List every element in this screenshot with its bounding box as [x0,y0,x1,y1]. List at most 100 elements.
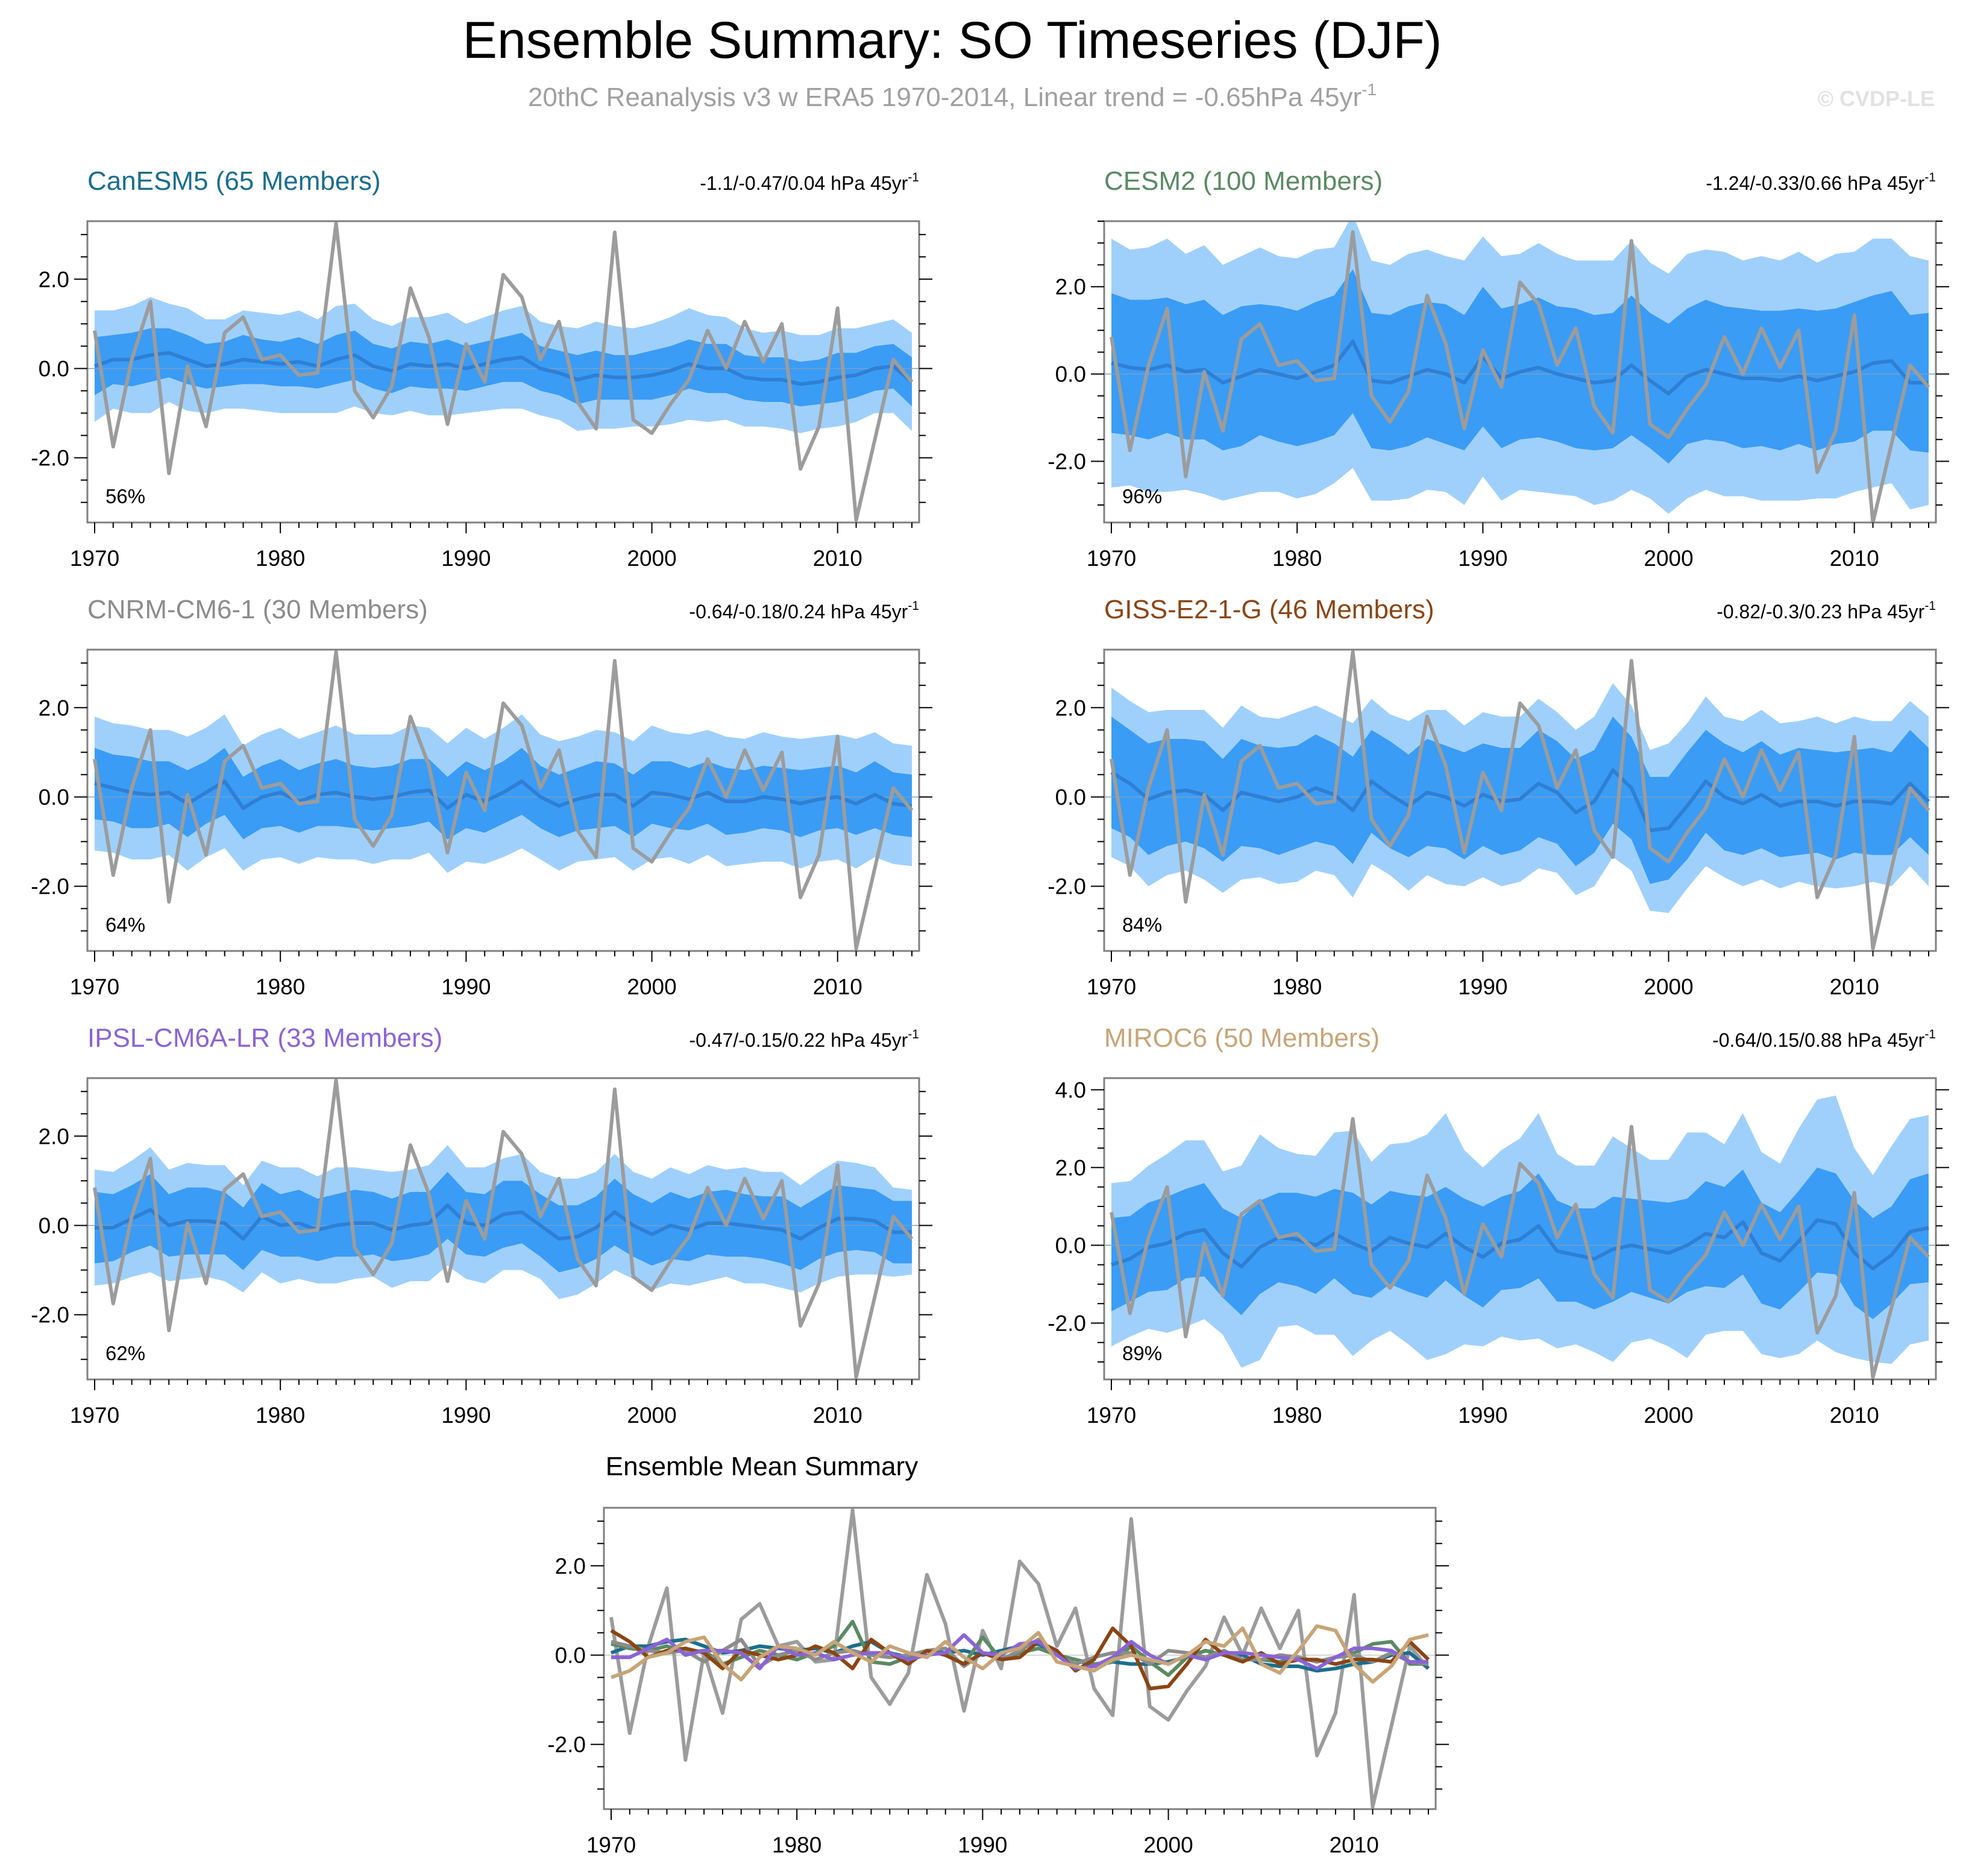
panel-trend-superscript: -1 [908,1027,919,1041]
x-tick-label: 1990 [441,974,491,999]
panel-member-count: (30 Members) [263,595,428,624]
y-tick-label: 2.0 [39,695,69,720]
plot-area [1104,221,1936,522]
y-tick-label: 2.0 [1055,695,1086,720]
plot-area [87,650,919,951]
summary-panel: Ensemble Mean Summary 1970 1980 1990 2000 20… [547,1452,1449,1857]
observation-line [93,1078,914,1379]
observation-line [93,650,914,951]
figure-title: Ensemble Summary: SO Timeseries (DJF) [463,11,1442,69]
panel-member-count: (65 Members) [216,166,381,196]
x-tick-label: 2010 [1830,546,1879,571]
panel-member-count: (100 Members) [1203,166,1383,196]
panels-layer: 1970 1980 1990 2000 2010 2.0 0.0 -2.0 CanESM5 (6… [31,166,1949,1428]
x-tick-label: 1990 [958,1833,1007,1857]
x-tick-label: 2000 [627,546,676,571]
panel-trend-text: -0.64/-0.18/0.24 hPa 45yr [689,601,908,623]
panel-percentile: 84% [1122,914,1162,936]
summary-title: Ensemble Mean Summary [606,1452,918,1481]
panel-percentile: 62% [105,1342,145,1364]
panel-trend-superscript: -1 [1924,599,1936,613]
spread-inner-band [95,1172,912,1273]
y-tick-label: -2.0 [1047,450,1086,474]
x-tick-label: 2000 [1644,1403,1693,1428]
plot-area [87,221,919,522]
plot-area [1104,1096,1936,1379]
spread-inner-band [1111,1167,1929,1319]
panel-title: CESM2 (100 Members) [1104,166,1383,196]
ensemble-mean-line [1110,768,1930,832]
ensemble-mean-line [95,1203,912,1241]
y-tick-label: 0.0 [555,1643,586,1667]
x-tick-label: 1970 [1087,546,1136,571]
x-tick-label: 1970 [70,546,119,571]
x-tick-label: 2000 [627,1403,676,1428]
x-tick-label: 1980 [772,1833,821,1857]
panel-title: CNRM-CM6-1 (30 Members) [87,595,428,624]
observation-line [93,221,914,522]
x-tick-label: 2010 [813,546,862,571]
panel-trend: -0.64/0.15/0.88 hPa 45yr-1 [1712,1027,1936,1051]
panel-title: MIROC6 (50 Members) [1104,1023,1380,1053]
y-tick-label: 0.0 [39,785,69,809]
y-tick-label: -2.0 [547,1733,586,1757]
summary-mean-line-giss-e2-1-g [610,1627,1430,1690]
y-tick-label: 0.0 [1055,785,1086,809]
panel-model-name: CESM2 [1104,166,1203,196]
x-tick-label: 2010 [1830,1403,1879,1428]
figure-subtitle: 20thC Reanalysis v3 w ERA5 1970-2014, Li… [528,80,1377,112]
panel-percentile: 96% [1122,485,1162,507]
panel-trend-superscript: -1 [1924,1027,1936,1041]
panel-trend-text: -0.64/0.15/0.88 hPa 45yr [1712,1029,1925,1051]
x-tick-label: 1990 [441,546,491,571]
x-tick-label: 2000 [1143,1833,1193,1857]
panel-title: CanESM5 (65 Members) [87,166,381,196]
plot-area [604,1508,1436,1809]
spread-inner-band [1111,269,1929,464]
x-tick-label: 1970 [586,1833,636,1857]
panel-trend: -0.64/-0.18/0.24 hPa 45yr-1 [689,599,919,623]
y-tick-label: -2.0 [1047,1311,1086,1335]
y-tick-label: 2.0 [1055,1155,1086,1180]
y-tick-label: 2.0 [1055,275,1086,300]
y-tick-label: -2.0 [31,446,69,471]
panel-miroc6: 1970 1980 1990 2000 2010 4.0 2.0 0.0 -2.0 MIROC6 … [1047,1023,1949,1428]
summary-mean-line-miroc6 [610,1624,1429,1684]
panel-trend-superscript: -1 [1924,171,1936,184]
y-tick-label: -2.0 [1047,874,1086,899]
y-tick-label: 2.0 [39,1124,69,1149]
x-tick-label: 2010 [1830,974,1879,999]
panel-model-name: GISS-E2-1-G [1104,595,1269,624]
y-tick-label: -2.0 [31,1303,69,1328]
y-tick-label: 2.0 [39,267,69,292]
x-tick-label: 1970 [1087,974,1136,999]
x-tick-label: 1980 [1272,546,1322,571]
y-tick-label: 4.0 [1055,1078,1086,1102]
x-tick-label: 2010 [813,974,862,999]
y-tick-label: 0.0 [39,356,69,381]
ensemble-mean-line [1111,339,1929,396]
panel-trend-text: -1.24/-0.33/0.66 hPa 45yr [1706,172,1924,194]
observation-line [609,1508,1430,1809]
panel-giss-e2-1-g: 1970 1980 1990 2000 2010 2.0 0.0 -2.0 GISS-E2-1-… [1047,595,1949,999]
ensemble-mean-line [93,351,913,386]
x-tick-label: 1980 [256,974,305,999]
panel-model-name: IPSL-CM6A-LR [87,1023,277,1053]
observation-line [1110,650,1930,951]
panel-trend: -1.24/-0.33/0.66 hPa 45yr-1 [1706,171,1936,194]
panel-cesm2: 1970 1980 1990 2000 2010 2.0 0.0 -2.0 CESM2 (100… [1047,166,1949,571]
panel-trend: -0.82/-0.3/0.23 hPa 45yr-1 [1716,599,1936,623]
panel-ipsl-cm6a-lr: 1970 1980 1990 2000 2010 2.0 0.0 -2.0 IPSL-CM6A-… [31,1023,932,1428]
panel-trend-superscript: -1 [908,171,919,184]
panel-percentile: 56% [105,485,145,507]
plot-area [87,1078,919,1379]
panel-trend: -0.47/-0.15/0.22 hPa 45yr-1 [689,1027,919,1051]
x-tick-label: 1970 [1087,1403,1136,1428]
panel-title: GISS-E2-1-G (46 Members) [1104,595,1434,624]
y-tick-label: 0.0 [39,1213,69,1238]
panel-model-name: CanESM5 [87,166,216,196]
panel-member-count: (46 Members) [1269,595,1434,624]
plot-area [1104,650,1936,951]
observation-line [1110,230,1930,522]
